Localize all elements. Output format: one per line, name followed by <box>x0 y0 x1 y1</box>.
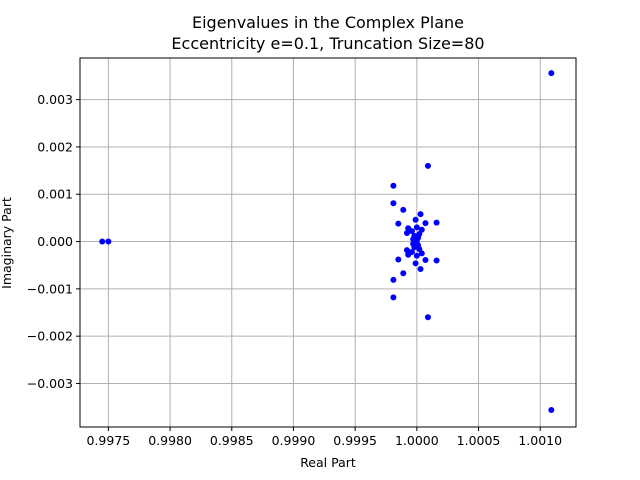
data-point <box>424 314 431 321</box>
data-point <box>390 182 397 189</box>
x-tick-label: 1.0010 <box>518 433 562 448</box>
y-tick-label: 0.001 <box>37 187 73 202</box>
x-axis-label: Real Part <box>300 455 356 470</box>
data-points <box>99 70 555 413</box>
data-point <box>412 260 419 267</box>
data-point <box>395 256 402 263</box>
data-point <box>390 276 397 283</box>
data-point <box>413 224 420 231</box>
data-point <box>424 162 431 169</box>
chart-subtitle: Eccentricity e=0.1, Truncation Size=80 <box>171 34 484 53</box>
data-point <box>395 220 402 227</box>
data-point <box>413 239 420 246</box>
y-tick-label: −0.002 <box>27 329 73 344</box>
data-point <box>548 70 555 77</box>
y-axis-label: Imaginary Part <box>0 197 14 289</box>
plot-frame <box>79 57 577 428</box>
y-tick-label: 0.003 <box>37 92 73 107</box>
data-point <box>422 220 429 227</box>
data-point <box>105 238 112 245</box>
data-point <box>413 252 420 259</box>
x-tick-label: 1.0000 <box>395 433 439 448</box>
x-tick-label: 1.0005 <box>457 433 501 448</box>
axis-ticks: 0.9975 0.9980 0.9985 0.9990 0.9995 1.0000 1.00… <box>27 92 562 448</box>
x-tick-label: 0.9995 <box>333 433 377 448</box>
data-point <box>422 257 429 264</box>
data-point <box>412 216 419 223</box>
y-tick-label: 0.002 <box>37 139 73 154</box>
y-tick-label: −0.003 <box>27 376 73 391</box>
data-point <box>400 270 407 277</box>
data-point <box>433 257 440 264</box>
data-point <box>408 228 415 235</box>
data-point <box>390 294 397 301</box>
x-tick-label: 0.9990 <box>272 433 316 448</box>
chart-title: Eigenvalues in the Complex Plane <box>192 13 464 32</box>
data-point <box>548 406 555 413</box>
data-point <box>408 248 415 255</box>
data-point <box>400 206 407 213</box>
data-point <box>99 238 106 245</box>
y-tick-label: −0.001 <box>27 281 73 296</box>
data-point <box>403 230 410 237</box>
x-tick-label: 0.9980 <box>148 433 192 448</box>
y-tick-label: 0.000 <box>37 234 73 249</box>
data-point <box>403 247 410 254</box>
x-tick-label: 0.9975 <box>87 433 131 448</box>
data-point <box>417 211 424 218</box>
x-tick-label: 0.9985 <box>210 433 254 448</box>
data-point <box>390 200 397 207</box>
data-point <box>433 219 440 226</box>
data-point <box>417 265 424 272</box>
